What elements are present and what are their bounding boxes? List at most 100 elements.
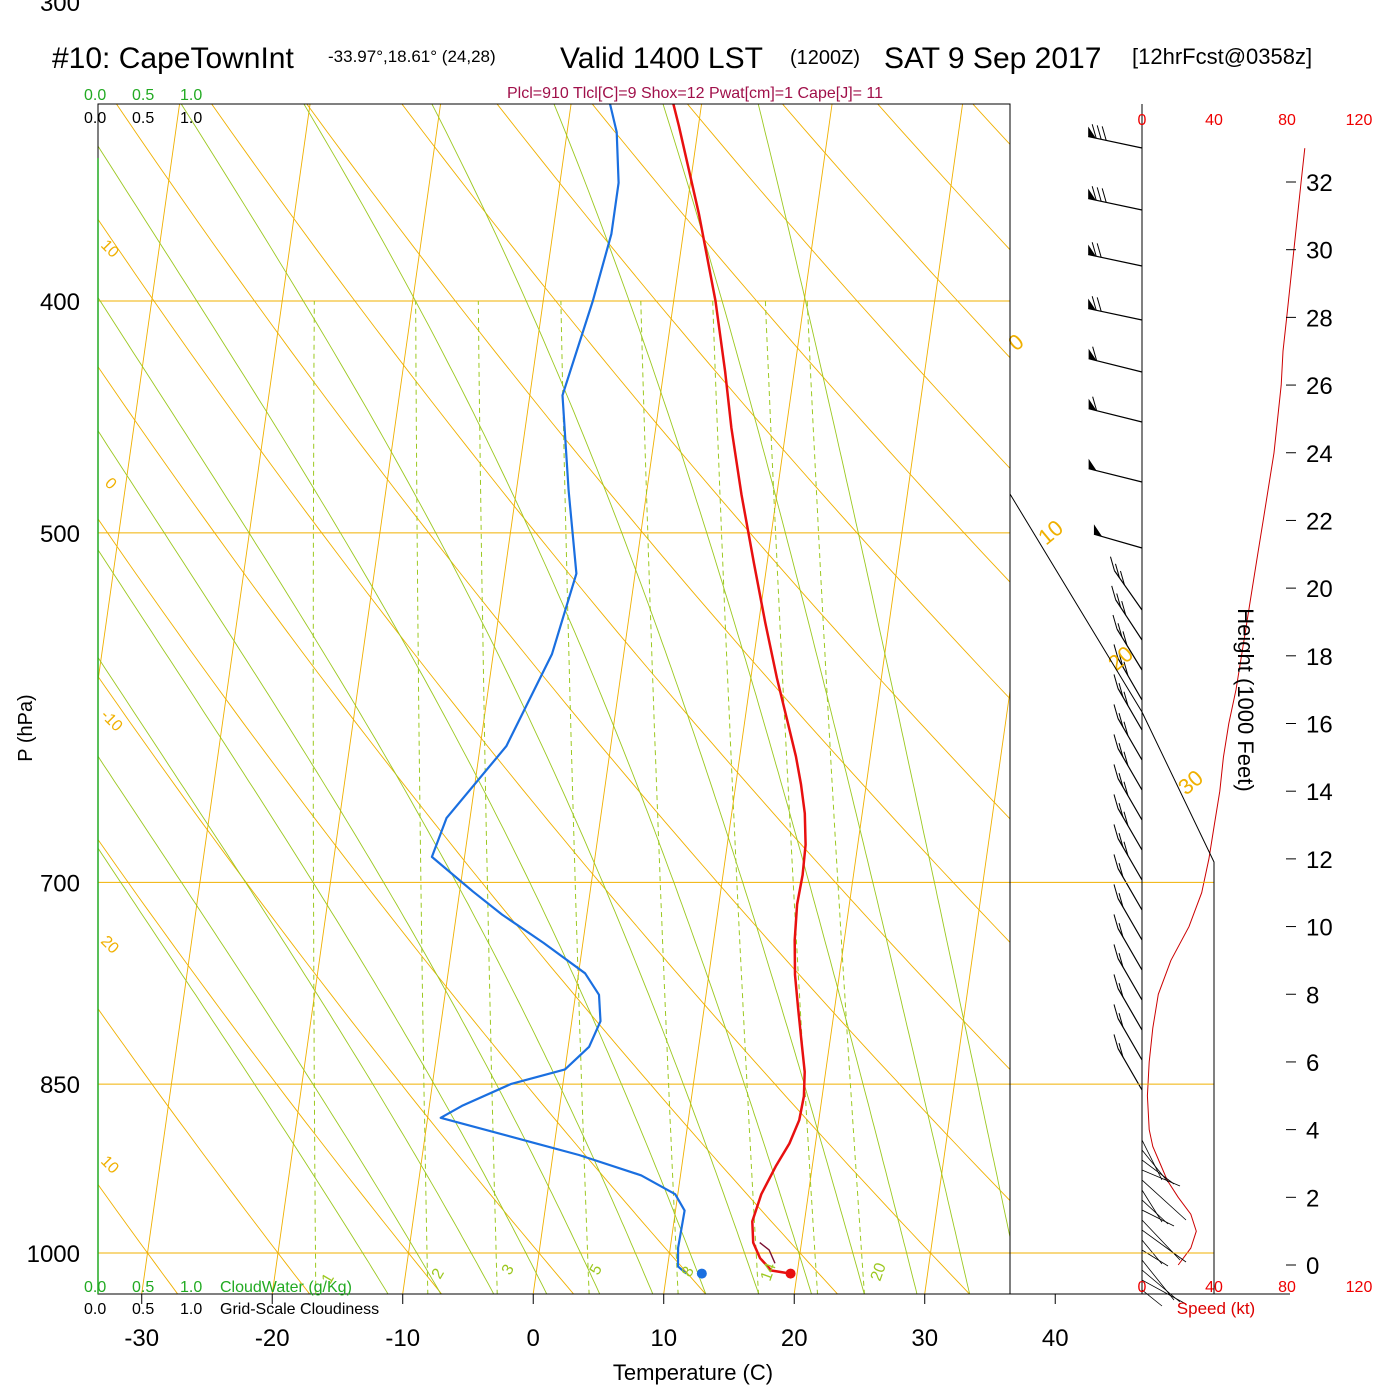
wind-barb: [1113, 1004, 1143, 1061]
height-tick-8: 8: [1306, 982, 1319, 1009]
dry-adiabat-line: [1031, 0, 1400, 1314]
speed-tick-top-120: 120: [1346, 112, 1373, 129]
wind-barb: [1113, 824, 1143, 881]
pressure-tick-850: 850: [40, 1072, 80, 1099]
valid-time: Valid 1400 LST: [560, 42, 763, 75]
barb-feather: [1092, 396, 1098, 411]
station-title: #10: CapeTownInt: [52, 42, 294, 75]
barb-feather: [1101, 126, 1107, 141]
plot-border: [97, 103, 1011, 1295]
temperature-trace: [672, 104, 807, 1275]
barb-feather: [1118, 652, 1124, 668]
cloudwater-top-0: 0.0: [84, 87, 106, 104]
lowlevel-barb: [1141, 1149, 1169, 1183]
dry-label-30: 10: [97, 1153, 122, 1178]
wind-barb: [1113, 944, 1143, 1001]
speed-tick-bottom-0: 0: [1138, 1279, 1147, 1296]
barb-feather: [1123, 661, 1129, 676]
dry-adiabat-line: [98, 1183, 179, 1294]
height-tick-16: 16: [1306, 712, 1333, 739]
wind-barb: [1113, 1034, 1143, 1091]
wind-barb: [1113, 674, 1143, 731]
thermo-grid: [0, 0, 1400, 1314]
temp-tick-0: 0: [527, 1325, 540, 1352]
barb-feather: [1112, 614, 1118, 630]
panel-boundary: [1009, 493, 1215, 1294]
barb-feather: [1111, 585, 1117, 600]
temp-tick--10: -10: [385, 1325, 420, 1352]
dry-label-right: 0: [1003, 329, 1028, 356]
dry-adiabat-line: [781, 104, 1010, 359]
lowlevel-barb: [1141, 1279, 1187, 1305]
moist-adiabat-line: [98, 145, 707, 1294]
barb-flag: [1088, 298, 1097, 311]
height-tick-10: 10: [1306, 915, 1333, 942]
dry-adiabat-line: [306, 104, 1010, 944]
dry-label-20: 20: [97, 933, 122, 958]
barb-feather: [1113, 1034, 1119, 1049]
moist-adiabat-line: [757, 104, 1010, 1240]
wind-barb: [1111, 585, 1143, 641]
lowlevel-barb: [1141, 1289, 1163, 1307]
wind-barb: [1088, 186, 1143, 211]
barb-feather: [1118, 802, 1124, 818]
barb-flag: [1088, 398, 1097, 411]
barb-feather: [1118, 682, 1124, 698]
barb-feather: [1096, 243, 1102, 258]
dry-adiabat-line: [0, 0, 60, 1314]
barb-staff: [1088, 307, 1143, 321]
barb-feather: [1118, 952, 1124, 968]
barb-feather: [1123, 691, 1129, 706]
dry-label-right: 30: [1173, 765, 1208, 800]
moist-adiabat-line: [98, 847, 389, 1294]
moist-adiabat-line: [431, 104, 865, 1294]
lowlevel-barb: [1141, 1159, 1175, 1185]
dry-label-0: 0: [101, 475, 119, 493]
barb-feather: [1091, 186, 1097, 201]
isotherm-line: [402, 104, 572, 1294]
dry-adiabat-line: [98, 518, 707, 1294]
lowlevel-barb: [1141, 1259, 1175, 1301]
isotherm-line: [141, 104, 311, 1294]
cloudiness-bottom-2: 1.0: [180, 1301, 202, 1318]
isotherm-line: [793, 104, 964, 1294]
height-tick-2: 2: [1306, 1185, 1319, 1212]
height-tick-30: 30: [1306, 238, 1333, 265]
stability-indices: Plcl=910 Tlcl[C]=9 Shox=12 Pwat[cm]=1 Ca…: [507, 85, 883, 102]
barb-flag: [1088, 244, 1097, 257]
wind-barb: [1113, 794, 1143, 851]
barb-feather: [1118, 742, 1124, 758]
barb-feather: [1119, 570, 1125, 586]
cloudiness-top-0: 0.0: [84, 110, 106, 127]
cloudwater-bottom-2: 1.0: [180, 1279, 202, 1296]
dry-adiabat-line: [98, 675, 575, 1294]
height-tick-32: 32: [1306, 170, 1333, 197]
wind-barb: [1088, 396, 1143, 423]
barb-staff: [1088, 135, 1143, 149]
moist-adiabat-line: [98, 755, 442, 1294]
dry-adiabat-line: [115, 104, 1010, 1202]
mixing-ratio-line: [764, 300, 819, 1294]
barb-feather: [1113, 1004, 1119, 1019]
barb-feather: [1123, 721, 1129, 736]
mixing-ratio-label: 5: [587, 1262, 606, 1278]
forecast-label: [12hrFcst@0358z]: [1132, 44, 1312, 69]
lowlevel-barb: [1141, 1229, 1187, 1263]
y-axis-title: P (hPa): [15, 694, 37, 761]
barb-feather: [1123, 781, 1129, 796]
moist-adiabat-line: [98, 549, 548, 1294]
dry-label-right: 20: [1103, 641, 1138, 676]
barb-feather: [1113, 854, 1119, 869]
dry-adiabat-line: [98, 838, 443, 1294]
barb-flag: [1088, 348, 1097, 361]
dry-label-right: 10: [1033, 515, 1068, 550]
speed-tick-bottom-120: 120: [1346, 1279, 1373, 1296]
barb-feather: [1091, 296, 1097, 311]
x-axis-title: Temperature (C): [613, 1360, 773, 1385]
barb-staff: [1088, 358, 1143, 373]
dry-adiabat-line: [98, 218, 971, 1294]
barb-flag: [1088, 126, 1097, 139]
barb-feather: [1113, 914, 1119, 929]
